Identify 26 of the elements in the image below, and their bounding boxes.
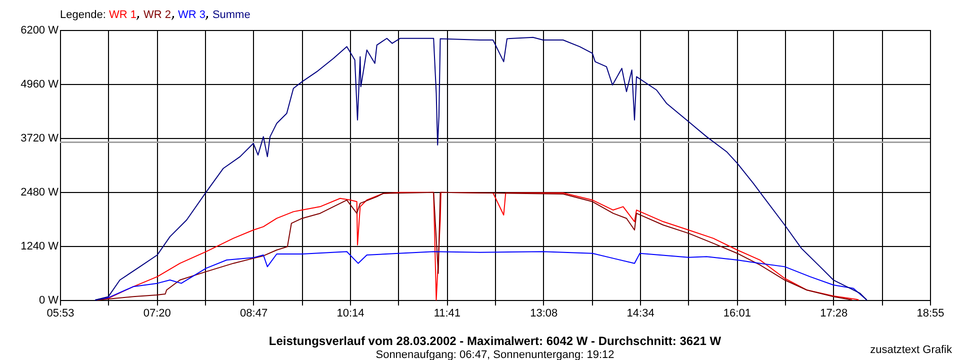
text: WR 1 xyxy=(108,9,136,21)
y-tick-label: 4960 W xyxy=(20,78,60,90)
x-tick-label: 16:01 xyxy=(723,308,751,320)
y-tick-label: 3720 W xyxy=(20,132,60,144)
y-tick-label: 1240 W xyxy=(20,240,60,252)
x-tick-label: 07:20 xyxy=(143,308,171,320)
x-tick-label: 14:34 xyxy=(626,308,654,320)
line-series xyxy=(94,36,868,300)
text: WR 2 xyxy=(143,9,171,21)
line-series xyxy=(94,251,868,300)
text: Summe xyxy=(212,9,250,21)
y-tick-label: 6200 W xyxy=(20,24,60,36)
y-tick-label: 2480 W xyxy=(20,186,60,198)
x-tick-label: 18:55 xyxy=(916,308,944,320)
text: zusatztext Grafik xyxy=(870,344,952,356)
x-tick-label: 11:41 xyxy=(434,308,461,320)
text: Sonnenaufgang: 06:47, Sonnenuntergang: 19:12 xyxy=(376,349,614,360)
text: WR 3 xyxy=(178,9,206,21)
text: Leistungsverlauf vom 28.03.2002 - Maximalwert: 6042 W - Durchschnitt: 3621 W xyxy=(268,334,722,348)
legend-title: Legende: xyxy=(60,9,107,21)
x-tick-label: 05:53 xyxy=(46,308,74,320)
x-tick-label: 17:28 xyxy=(820,308,848,320)
y-tick-label: 0 W xyxy=(38,294,60,306)
x-tick-label: 13:08 xyxy=(530,308,558,320)
x-tick-label: 10:14 xyxy=(336,308,364,320)
x-tick-label: 08:47 xyxy=(240,308,268,320)
